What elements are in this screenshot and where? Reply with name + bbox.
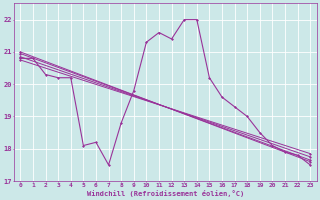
X-axis label: Windchill (Refroidissement éolien,°C): Windchill (Refroidissement éolien,°C): [87, 190, 244, 197]
